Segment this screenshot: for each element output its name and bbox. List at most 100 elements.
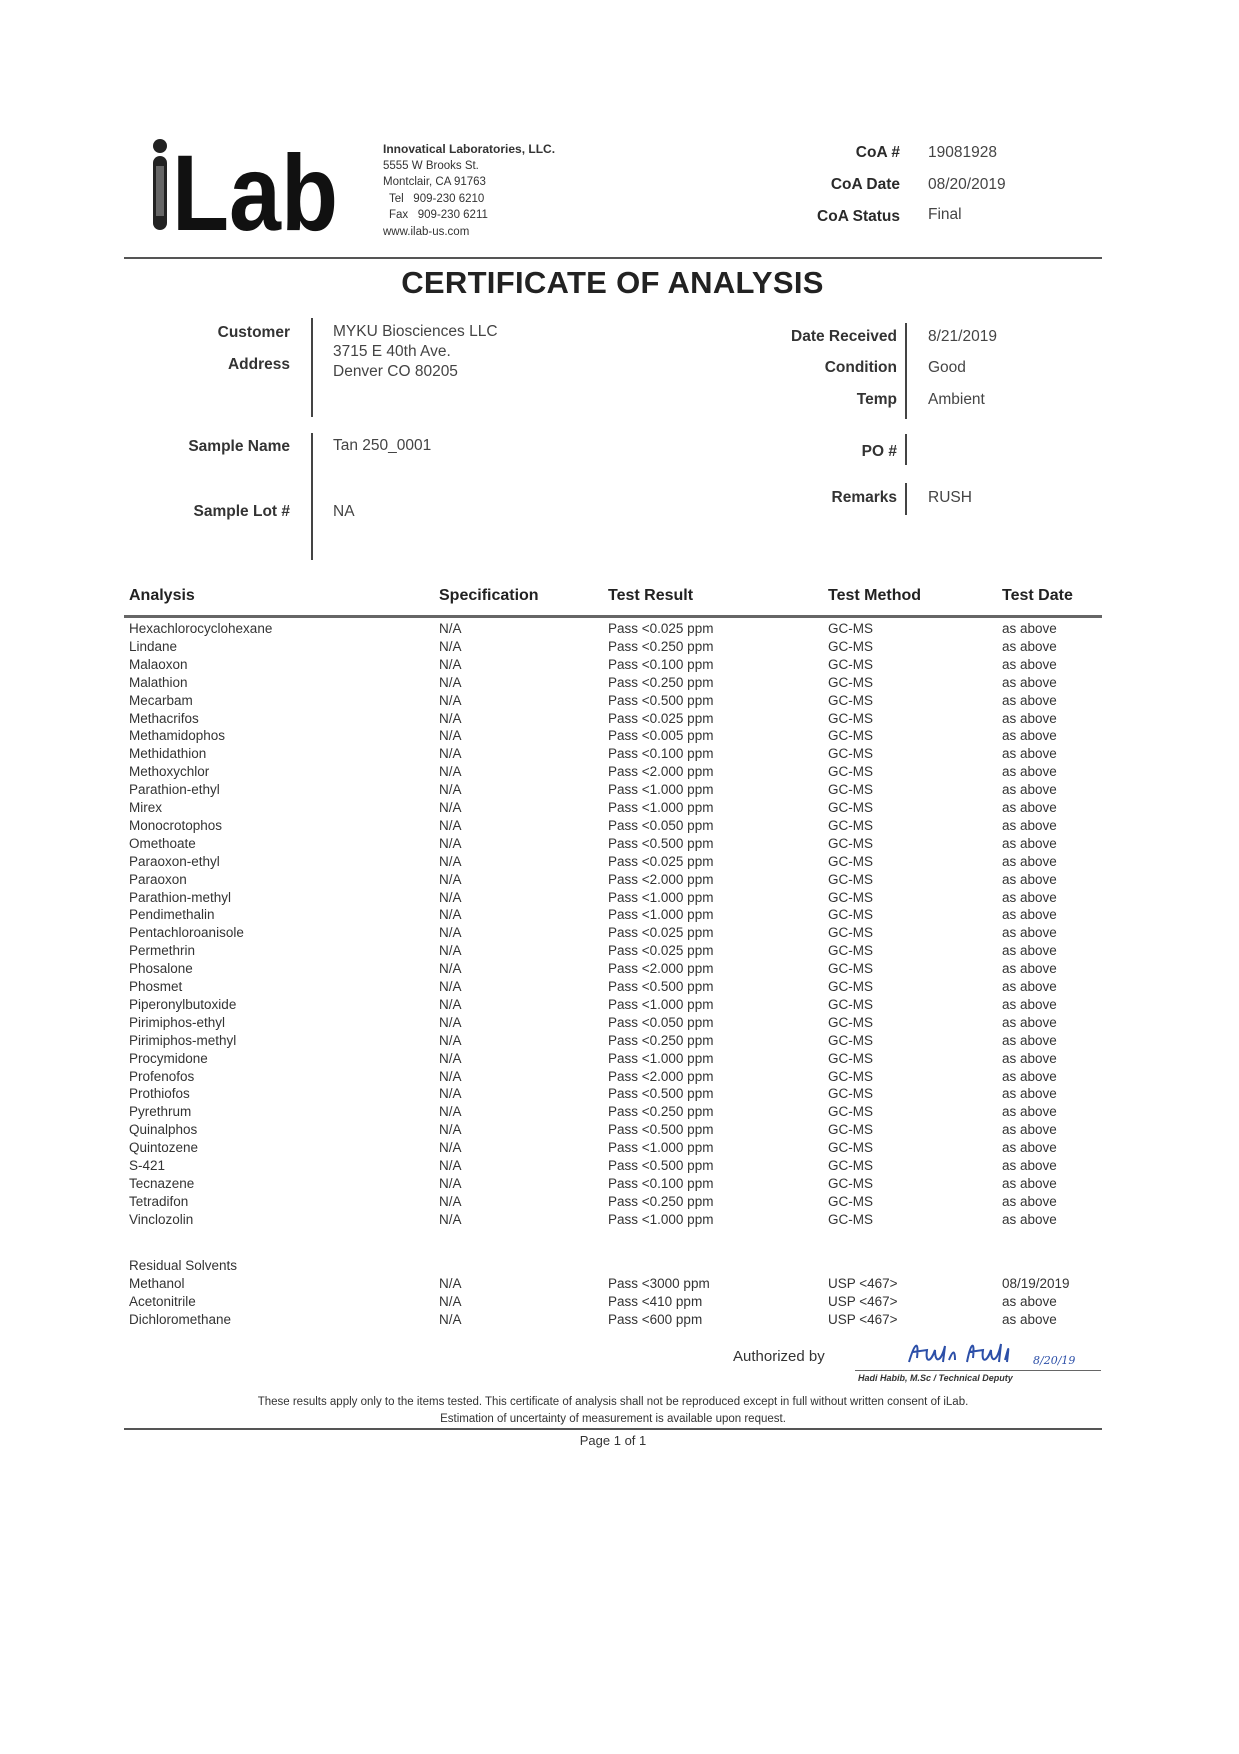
cell-test-result: Pass <0.500 ppm	[608, 979, 714, 994]
cell-test-result: Pass <2.000 ppm	[608, 871, 714, 887]
cell-test-result: Pass <1.000 ppm	[608, 1050, 714, 1066]
cell-test-date: as above	[1002, 961, 1057, 977]
address-label: Address	[227, 356, 290, 373]
cell-analysis: Pirimiphos-methyl	[129, 1032, 237, 1048]
cell-specification: N/A	[439, 1068, 462, 1084]
cell-test-method: GC-MS	[828, 1068, 873, 1084]
cell-test-date: as above	[1002, 853, 1057, 869]
cell-test-result: Pass <0.025 ppm	[608, 621, 714, 636]
cell-test-result: Pass <2.000 ppm	[608, 1068, 714, 1084]
coa-number: 19081928	[928, 144, 997, 161]
cell-test-date: as above	[1002, 1158, 1057, 1173]
cell-test-date: as above	[1002, 979, 1057, 994]
temp: Ambient	[928, 391, 985, 408]
signature-image: 8/20/19	[905, 1336, 1085, 1377]
cell-test-date: as above	[1002, 764, 1057, 780]
cell-test-date: as above	[1002, 1014, 1057, 1030]
cell-test-date: as above	[1002, 1050, 1057, 1066]
cell-specification: N/A	[439, 621, 462, 636]
cell-specification: N/A	[439, 871, 462, 887]
cell-specification: N/A	[439, 1312, 462, 1327]
cell-analysis: Hexachlorocyclohexane	[129, 621, 273, 636]
cell-test-result: Pass <0.250 ppm	[608, 638, 714, 654]
fax-label: Fax	[389, 209, 409, 221]
cell-test-date: as above	[1002, 656, 1057, 672]
cell-analysis: Malaoxon	[129, 656, 188, 672]
cell-test-result: Pass <0.050 ppm	[608, 1014, 714, 1030]
cell-analysis: Pendimethalin	[129, 907, 215, 923]
cell-test-date: as above	[1002, 817, 1057, 833]
svg-text:8/20/19: 8/20/19	[1033, 1354, 1075, 1367]
cell-specification: N/A	[439, 1175, 462, 1191]
sample-name-label: Sample Name	[188, 438, 290, 455]
cell-test-method: GC-MS	[828, 638, 873, 654]
cell-specification: N/A	[439, 889, 462, 905]
coa-number-label: CoA #	[855, 144, 900, 161]
cell-test-date: as above	[1002, 692, 1057, 708]
cell-test-result: Pass <0.100 ppm	[608, 746, 714, 762]
cell-specification: N/A	[439, 1122, 462, 1138]
cell-analysis: Piperonylbutoxide	[129, 996, 237, 1012]
cell-test-method: GC-MS	[828, 817, 873, 833]
cell-analysis: Quinalphos	[129, 1122, 198, 1138]
cell-test-method: GC-MS	[828, 656, 873, 672]
cell-test-date: as above	[1002, 1122, 1057, 1138]
fax-value: 909-230 6211	[417, 209, 488, 221]
cell-test-date: as above	[1002, 1068, 1057, 1084]
cell-specification: N/A	[439, 1193, 462, 1209]
cell-test-date: as above	[1002, 710, 1057, 726]
cell-test-date: as above	[1002, 943, 1057, 959]
cell-analysis: Malathion	[129, 674, 188, 690]
cell-specification: N/A	[439, 692, 462, 708]
cell-test-result: Pass <1.000 ppm	[608, 1140, 714, 1156]
company-street: 5555 W Brooks St.	[383, 159, 479, 172]
cell-test-date: as above	[1002, 782, 1057, 798]
cell-test-date: 08/19/2019	[1002, 1276, 1070, 1291]
cell-test-date: as above	[1002, 1086, 1057, 1102]
cell-specification: N/A	[439, 1014, 462, 1030]
cell-specification: N/A	[439, 943, 462, 959]
coa-date-label: CoA Date	[830, 176, 900, 193]
cell-test-result: Pass <1.000 ppm	[608, 996, 714, 1012]
cell-test-date: as above	[1002, 871, 1057, 887]
cell-specification: N/A	[439, 638, 462, 654]
cell-specification: N/A	[439, 1276, 462, 1291]
cell-analysis: Methacrifos	[129, 710, 199, 726]
cell-test-method: GC-MS	[828, 871, 873, 887]
cell-test-method: GC-MS	[828, 979, 873, 994]
cell-test-result: Pass <1.000 ppm	[608, 800, 714, 815]
cell-test-method: GC-MS	[828, 1104, 873, 1120]
cell-analysis: Pirimiphos-ethyl	[129, 1014, 226, 1030]
cell-test-date: as above	[1002, 1193, 1057, 1209]
coa-date: 08/20/2019	[928, 176, 1006, 193]
cell-test-method: GC-MS	[828, 1158, 873, 1173]
cell-test-date: as above	[1002, 638, 1057, 654]
cell-test-method: GC-MS	[828, 746, 873, 762]
tel-label: Tel	[389, 192, 404, 205]
cell-test-result: Pass <0.500 ppm	[608, 835, 714, 851]
company-tel: Tel 909-230 6210	[383, 191, 555, 208]
cell-test-date: as above	[1002, 621, 1057, 636]
cell-analysis: Mirex	[129, 800, 162, 815]
cell-analysis: Tetradifon	[129, 1193, 189, 1209]
cell-specification: N/A	[439, 907, 462, 923]
cell-test-method: USP <467>	[828, 1294, 898, 1309]
customer-name: MYKU Biosciences LLC	[333, 323, 498, 340]
cell-specification: N/A	[439, 710, 462, 726]
cell-test-date: as above	[1002, 996, 1057, 1012]
disclaimer-line1: These results apply only to the items te…	[257, 1396, 969, 1408]
cell-test-result: Pass <1.000 ppm	[608, 1211, 714, 1227]
cell-analysis: Parathion-methyl	[129, 889, 232, 905]
cell-test-result: Pass <410 ppm	[608, 1294, 703, 1309]
cell-specification: N/A	[439, 1032, 462, 1048]
col-specification: Specification	[439, 587, 539, 604]
coa-status-label: CoA Status	[817, 208, 900, 225]
cell-test-result: Pass <3000 ppm	[608, 1276, 710, 1291]
po-divider	[905, 434, 907, 465]
cell-analysis: Mecarbam	[129, 692, 193, 708]
cell-analysis: Tecnazene	[129, 1175, 195, 1191]
cell-test-result: Pass <0.025 ppm	[608, 710, 714, 726]
company-address-block: Innovatical Laboratories, LLC. 5555 W Br…	[383, 141, 555, 240]
cell-analysis: Methanol	[129, 1276, 185, 1291]
cell-specification: N/A	[439, 674, 462, 690]
